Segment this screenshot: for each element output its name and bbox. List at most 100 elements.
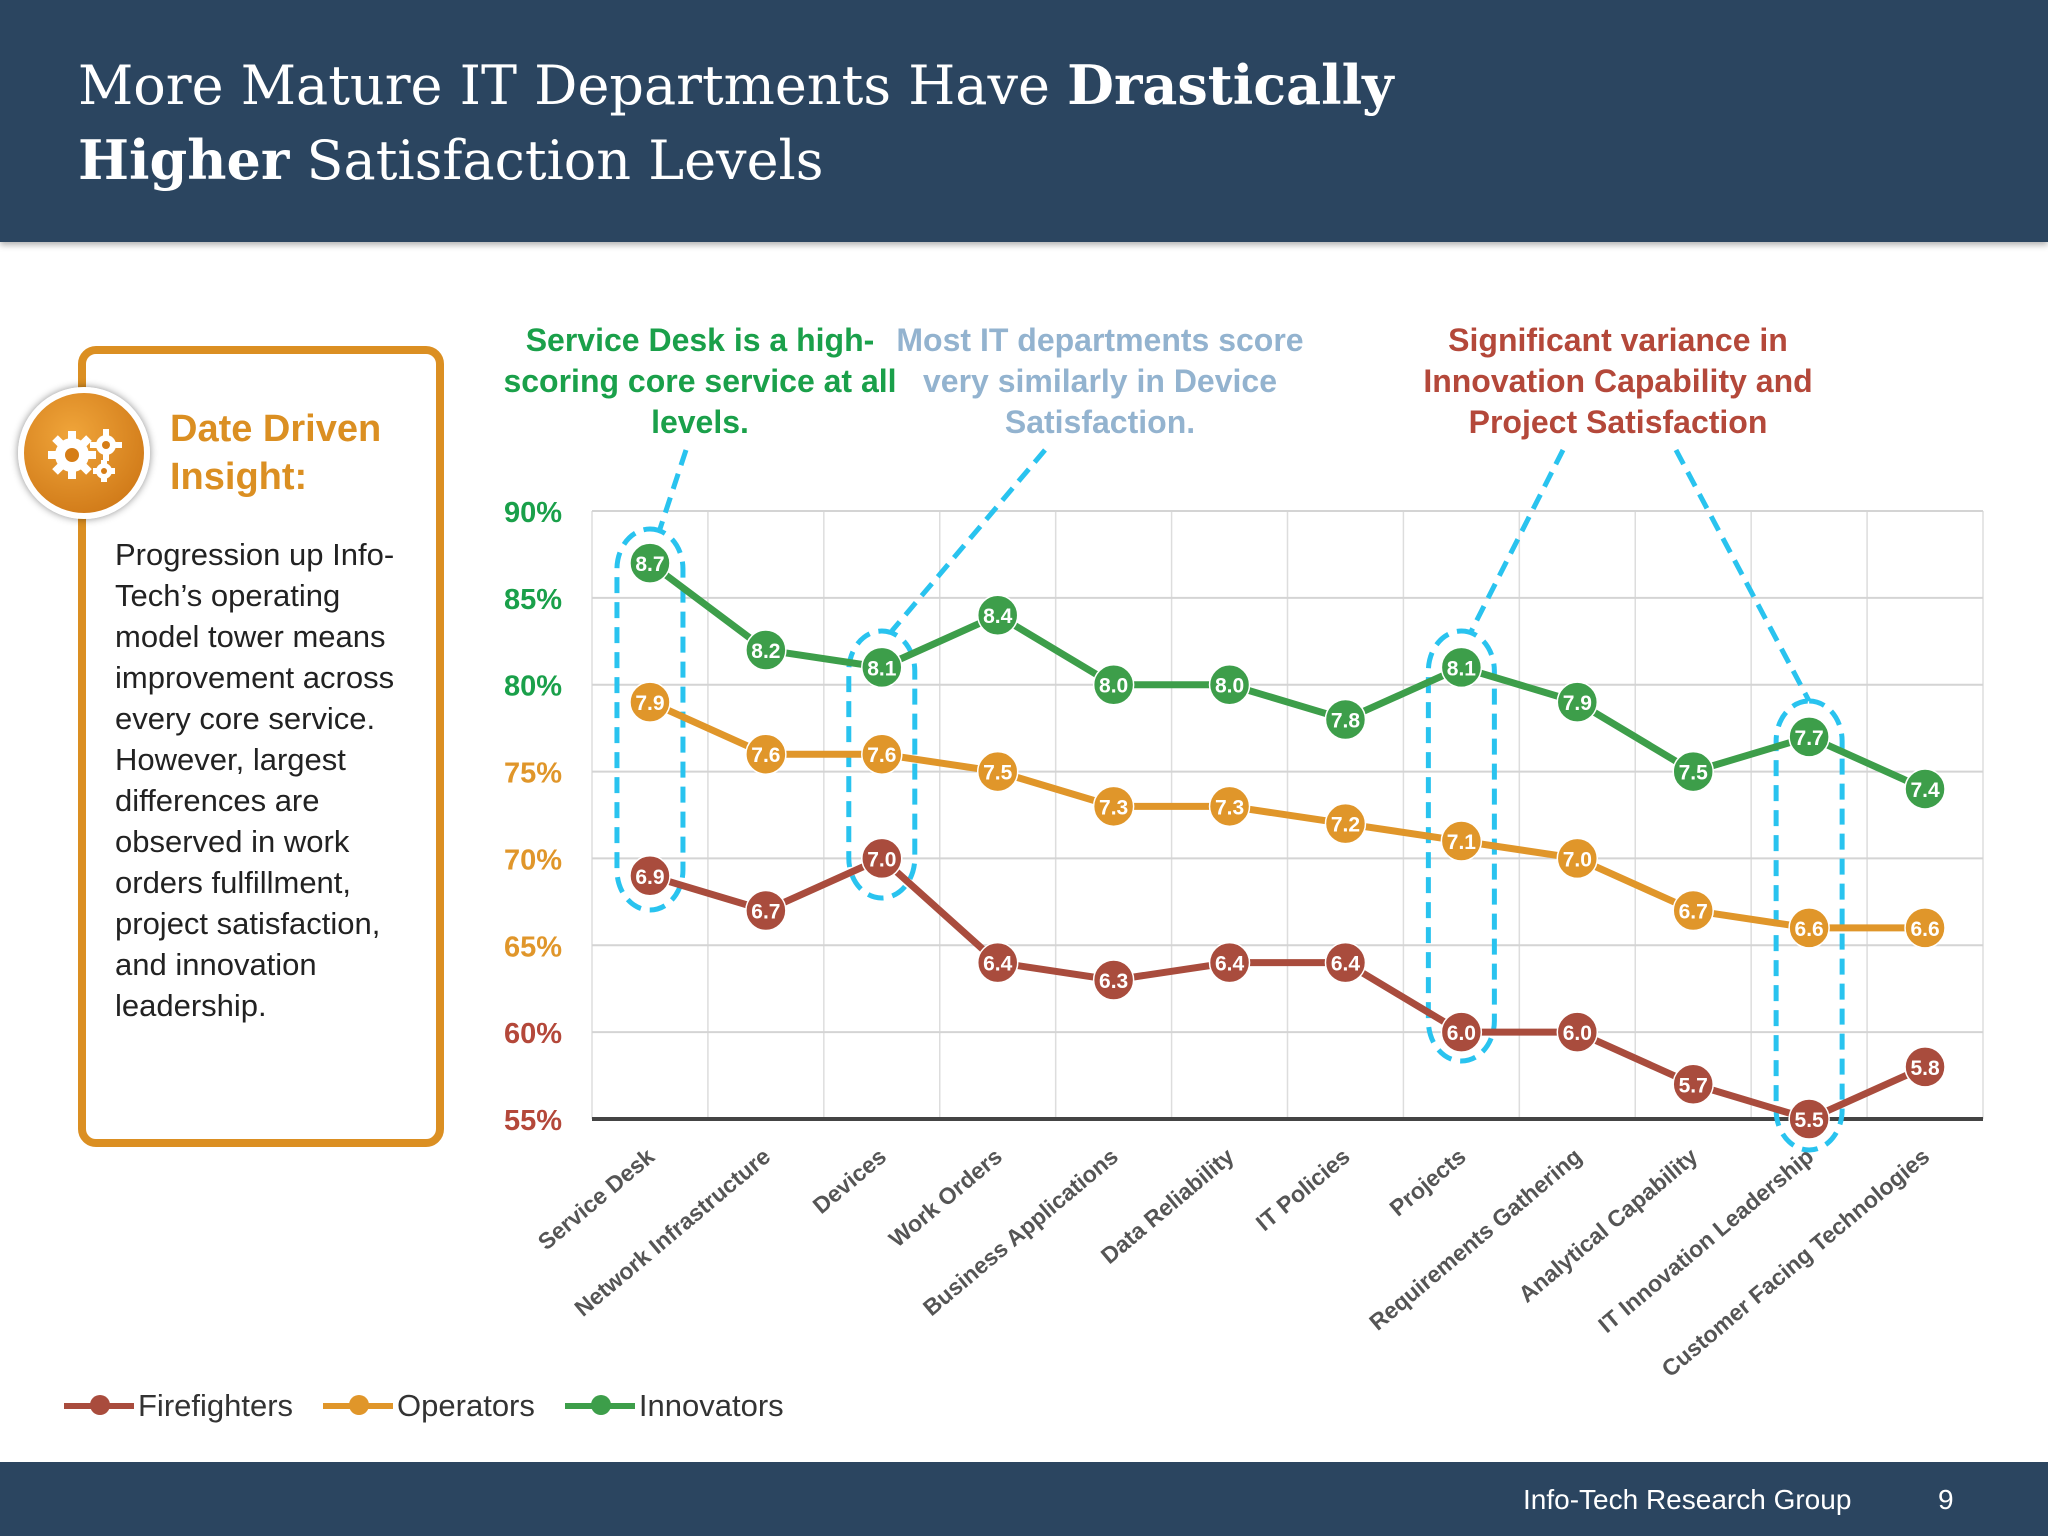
data-label: 8.0 <box>1215 675 1244 698</box>
data-label: 8.1 <box>1447 657 1477 680</box>
x-tick-label: IT Innovation Leadership <box>1593 1143 1818 1338</box>
data-label: 7.5 <box>983 762 1013 785</box>
legend-item-firefighters: Firefighters <box>64 1388 293 1424</box>
x-tick-label: Service Desk <box>533 1143 660 1255</box>
x-tick-label: Devices <box>808 1143 891 1219</box>
annotation-devices: Most IT departments score very similarly… <box>896 322 1304 440</box>
data-label: 7.0 <box>1563 848 1592 871</box>
data-point <box>1556 681 1599 723</box>
data-label: 6.9 <box>635 866 664 889</box>
data-label: 6.7 <box>751 901 780 924</box>
data-point <box>1556 1011 1599 1053</box>
data-label: 6.6 <box>1910 918 1939 941</box>
x-tick-label: Business Applications <box>918 1143 1123 1321</box>
data-label: 8.1 <box>867 657 897 680</box>
insight-title: Date Driven Insight: <box>170 408 382 498</box>
callout-line <box>657 449 689 530</box>
data-label: 7.5 <box>1679 762 1709 785</box>
y-tick-label: 70% <box>504 844 562 876</box>
data-label: 7.2 <box>1331 814 1360 837</box>
data-label: 5.7 <box>1679 1074 1708 1097</box>
data-label: 7.8 <box>1331 709 1361 732</box>
data-label: 7.6 <box>867 744 896 767</box>
data-point <box>629 855 671 897</box>
data-point <box>745 629 787 671</box>
data-point <box>1324 802 1367 845</box>
data-label: 6.4 <box>983 953 1013 976</box>
data-point <box>745 733 787 775</box>
data-point <box>861 646 903 689</box>
data-point <box>1440 820 1483 862</box>
data-label: 6.4 <box>1331 953 1361 976</box>
data-point <box>861 837 903 880</box>
data-point <box>1324 941 1367 984</box>
x-tick-label: Projects <box>1384 1143 1470 1221</box>
callout-line <box>1673 448 1812 703</box>
callout-line <box>889 448 1047 633</box>
data-label: 8.7 <box>635 553 664 576</box>
data-label: 6.7 <box>1679 901 1708 924</box>
y-tick-label: 55% <box>504 1105 562 1137</box>
data-label: 8.4 <box>983 605 1013 628</box>
data-label: 5.8 <box>1910 1057 1940 1080</box>
data-point <box>745 889 787 932</box>
footer-org: Info-Tech Research Group <box>1523 1484 1852 1515</box>
data-label: 7.0 <box>867 848 896 871</box>
data-label: 7.9 <box>635 692 664 715</box>
data-point <box>1440 646 1483 689</box>
data-label: 7.7 <box>1795 727 1824 750</box>
header-banner: More Mature IT Departments Have Drastica… <box>0 0 2048 242</box>
y-tick-label: 85% <box>504 584 562 616</box>
data-point <box>861 733 903 775</box>
y-tick-label: 75% <box>504 758 562 790</box>
data-label: 7.1 <box>1447 831 1477 854</box>
data-point <box>1788 907 1830 949</box>
data-point <box>1208 663 1251 706</box>
callout-line <box>1469 448 1566 633</box>
annotation-variance: Significant variance in Innovation Capab… <box>1423 322 1813 440</box>
legend: Firefighters Operators Innovators <box>64 1388 784 1424</box>
data-point <box>1672 750 1714 793</box>
data-point <box>1440 1011 1483 1053</box>
data-point <box>1324 698 1367 741</box>
x-tick-label: Requirements Gathering <box>1364 1143 1586 1335</box>
data-point <box>1672 889 1714 932</box>
data-point <box>1904 1046 1946 1088</box>
data-point <box>1092 959 1135 1001</box>
data-label: 7.9 <box>1563 692 1592 715</box>
y-tick-label: 60% <box>504 1018 562 1050</box>
legend-item-operators: Operators <box>323 1388 535 1424</box>
data-point <box>1788 716 1830 758</box>
x-tick-label: IT Policies <box>1251 1143 1355 1236</box>
data-point <box>976 594 1019 636</box>
annotation-service-desk: Service Desk is a high-scoring core serv… <box>503 322 897 440</box>
data-label: 7.3 <box>1099 796 1128 819</box>
data-point <box>629 681 671 723</box>
y-tick-label: 65% <box>504 931 562 963</box>
page-number: 9 <box>1938 1484 1954 1515</box>
data-label: 7.4 <box>1910 779 1940 802</box>
legend-item-innovators: Innovators <box>564 1388 784 1424</box>
data-point <box>1788 1098 1830 1140</box>
data-label: 7.3 <box>1215 796 1244 819</box>
gears-icon <box>18 387 150 519</box>
data-label: 6.3 <box>1099 970 1128 993</box>
data-label: 8.2 <box>751 640 780 663</box>
data-label: 5.5 <box>1795 1109 1825 1132</box>
data-point <box>1208 941 1251 984</box>
y-tick-label: 90% <box>504 497 562 529</box>
data-point <box>976 750 1019 793</box>
insight-body: Progression up Info-Tech’s operating mod… <box>115 537 395 1023</box>
data-point <box>1904 768 1946 810</box>
highlight-box <box>846 628 918 901</box>
data-label: 6.4 <box>1215 953 1245 976</box>
data-label: 6.0 <box>1563 1022 1592 1045</box>
x-tick-label: Work Orders <box>884 1143 1007 1252</box>
data-point <box>1092 785 1135 828</box>
data-label: 6.0 <box>1447 1022 1476 1045</box>
x-tick-label: Network Infrastructure <box>569 1143 775 1321</box>
footer: Info-Tech Research Group 9 <box>0 1462 2048 1536</box>
data-point <box>1092 663 1135 706</box>
data-point <box>1556 837 1599 880</box>
